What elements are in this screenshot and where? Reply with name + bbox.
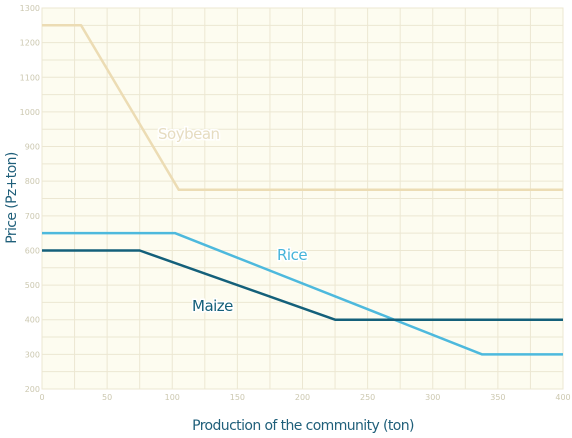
y-tick-label: 500 [25,281,40,290]
y-axis-title: Price (Pz+ton) [4,152,20,244]
x-tick-label: 350 [490,393,505,402]
y-tick-label: 1000 [20,108,40,117]
x-tick-label: 200 [295,393,310,402]
y-tick-label: 1200 [20,39,40,48]
series-label-rice: Rice [277,246,307,264]
x-tick-label: 50 [102,393,112,402]
y-tick-label: 1100 [20,73,40,82]
x-tick-labels: 0 50 100 150 200 250 300 350 400 [39,393,570,402]
x-axis-title: Production of the community (ton) [192,418,414,434]
y-tick-label: 200 [25,385,40,394]
y-tick-label: 900 [25,143,40,152]
x-tick-label: 400 [555,393,570,402]
y-tick-label: 800 [25,177,40,186]
x-tick-label: 300 [425,393,440,402]
x-tick-label: 150 [230,393,245,402]
series-label-maize: Maize [192,297,233,315]
y-tick-label: 300 [25,350,40,359]
y-tick-label: 700 [25,212,40,221]
y-tick-label: 1300 [20,4,40,13]
y-tick-labels: 200 300 400 500 600 700 800 900 1000 1100 1200 1300 [20,4,40,394]
x-tick-label: 100 [165,393,180,402]
y-tick-label: 600 [25,246,40,255]
x-tick-label: 0 [39,393,44,402]
series-label-soybean: Soybean [158,125,220,143]
y-tick-label: 400 [25,316,40,325]
x-tick-label: 250 [360,393,375,402]
